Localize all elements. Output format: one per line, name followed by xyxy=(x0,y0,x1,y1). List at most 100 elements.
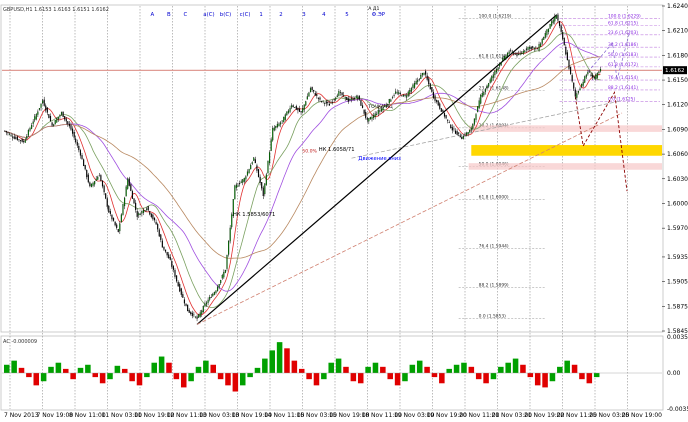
ac-bar xyxy=(276,342,283,373)
candle-body xyxy=(187,304,189,312)
x-tick-label: 19 Nov 19:00 xyxy=(427,412,468,419)
candle-body xyxy=(327,102,329,104)
candle-body xyxy=(366,118,368,120)
candle-body xyxy=(410,88,412,92)
candle-body xyxy=(109,211,111,214)
candle-body xyxy=(229,227,231,242)
candle-body xyxy=(588,71,591,73)
candle-body xyxy=(456,131,458,135)
y-tick-label: 1.6240 xyxy=(667,3,688,10)
candle-body xyxy=(467,132,469,135)
candle-body xyxy=(138,213,140,216)
candle-body xyxy=(264,183,266,195)
candle-body xyxy=(59,115,61,117)
ac-bar xyxy=(33,373,40,386)
wave-label: a(C) xyxy=(203,12,214,18)
candle-body xyxy=(83,159,85,167)
x-tick-label: 13 Nov 19:00 xyxy=(232,412,273,419)
candle-body xyxy=(571,75,573,82)
candle-body xyxy=(19,140,22,141)
candle-body xyxy=(499,63,501,67)
candle-body xyxy=(265,174,267,185)
fib-layer: 100.0 (1.6219) 61.8 (1.6153) 23.6 (1.6148)… xyxy=(2,13,662,320)
candle-body xyxy=(436,100,438,102)
ac-bar xyxy=(166,362,172,373)
candle-body xyxy=(418,79,420,80)
x-tick-label: 14 Nov 11:00 xyxy=(264,412,305,419)
candle-body xyxy=(407,91,409,97)
ac-bar xyxy=(18,367,25,373)
candle-body xyxy=(218,284,220,288)
ac-bar xyxy=(203,360,209,373)
candle-body xyxy=(325,101,327,104)
candle-body xyxy=(355,95,357,99)
ac-bar xyxy=(527,373,534,378)
candle-body xyxy=(68,123,70,127)
candle-body xyxy=(477,106,479,113)
candle-body xyxy=(135,202,137,210)
fib-label-left: 0.0 (1.5853) xyxy=(479,314,506,320)
candle-body xyxy=(429,83,431,90)
ac-bar xyxy=(475,373,482,380)
candle-body xyxy=(483,92,485,96)
candle-body xyxy=(57,117,59,120)
candle-body xyxy=(377,110,379,114)
candle-body xyxy=(43,99,45,106)
candle-body xyxy=(497,67,499,70)
candle-body xyxy=(500,62,502,65)
candle-body xyxy=(350,98,353,100)
candle-body xyxy=(60,112,63,115)
candle-body xyxy=(532,46,534,48)
candle-body xyxy=(574,89,576,97)
candle-body xyxy=(547,28,550,32)
candle-body xyxy=(199,312,201,317)
fib-label-left: 88.2 (1.5899) xyxy=(479,282,509,288)
y-tick-label: 1.5905 xyxy=(667,279,688,286)
candle-body xyxy=(399,92,401,94)
fib-label-right: 61.8 (1.6215) xyxy=(608,21,638,27)
candle-body xyxy=(352,98,354,100)
candle-body xyxy=(259,176,261,183)
candle-body xyxy=(221,275,223,279)
candle-body xyxy=(302,108,304,113)
ac-bar xyxy=(439,373,445,384)
candle-body xyxy=(49,115,52,122)
candle-body xyxy=(153,217,156,221)
wave-label: 2 xyxy=(279,12,282,18)
candle-body xyxy=(23,141,25,142)
candle-body xyxy=(472,124,474,129)
candle-body xyxy=(272,128,274,141)
wave-label: Ф.ЭР xyxy=(372,12,386,18)
candle-body xyxy=(131,191,134,199)
x-tick-label: 22 Nov 11:00 xyxy=(557,412,598,419)
candle-body xyxy=(172,266,174,270)
candle-body xyxy=(396,92,398,94)
ac-bar xyxy=(107,373,113,380)
candle-body xyxy=(95,178,97,181)
candle-body xyxy=(590,74,592,77)
candle-body xyxy=(458,132,460,134)
candle-body xyxy=(565,46,567,55)
candle-body xyxy=(161,240,163,248)
ac-bar xyxy=(321,373,327,380)
candle-body xyxy=(198,314,200,318)
candle-body xyxy=(125,186,127,197)
candle-body xyxy=(256,165,258,171)
candle-body xyxy=(5,130,7,133)
candle-body xyxy=(150,213,152,218)
ac-bar xyxy=(188,373,194,382)
candle-body xyxy=(494,70,496,76)
candle-body xyxy=(316,94,318,96)
ac-bar xyxy=(431,373,438,378)
candle-body xyxy=(212,293,214,297)
candle-body xyxy=(298,108,301,112)
candle-body xyxy=(4,130,6,132)
ac-bar xyxy=(365,366,371,373)
candle-body xyxy=(54,120,56,125)
wave-label: A xyxy=(151,12,155,18)
y-tick-label: 1.6210 xyxy=(667,28,688,35)
candle-body xyxy=(89,182,91,187)
candle-body xyxy=(103,185,105,193)
candle-body xyxy=(270,139,272,151)
candle-body xyxy=(163,246,165,250)
